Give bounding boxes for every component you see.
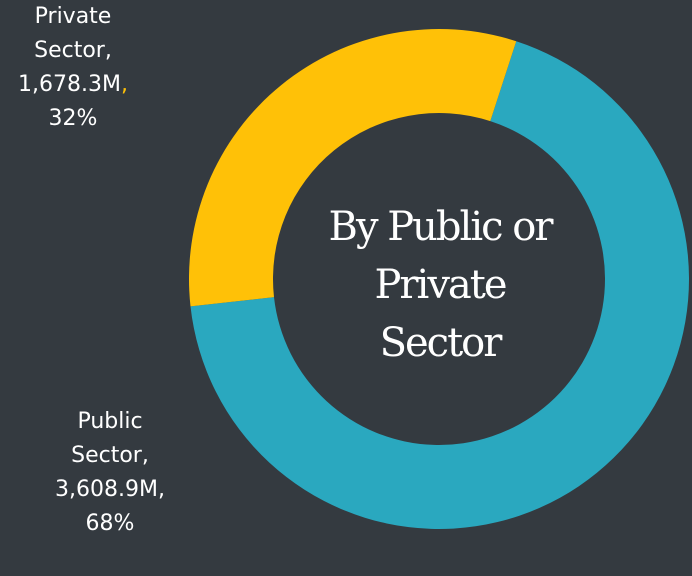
data-label-private-percent: 32% [48,106,98,131]
data-label-private-value: 1,678.3M [18,72,121,97]
data-label-private-line: Private [34,4,112,29]
data-label-private-line: Sector, [34,38,112,63]
data-label-private-separator: , [120,72,128,97]
chart-title-line-1: By Public or [328,204,554,250]
chart-title-line-2: Private [374,262,507,308]
chart-title-line-3: Sector [379,320,503,366]
data-label-public-line: 3,608.9M, [55,477,165,502]
data-label-private: Private Sector, 1,678.3M, 32% [8,0,138,136]
donut-slice-private-sector[interactable] [189,29,517,307]
data-label-public: Public Sector, 3,608.9M, 68% [40,405,180,541]
chart-title: By Public or Private Sector [290,198,590,372]
data-label-public-line: Sector, [71,443,149,468]
data-label-private-line: 1,678.3M, [8,68,138,102]
data-label-public-percent: 68% [85,511,135,536]
data-label-public-line: Public [77,409,143,434]
donut-slice-public-sector[interactable] [190,41,690,529]
